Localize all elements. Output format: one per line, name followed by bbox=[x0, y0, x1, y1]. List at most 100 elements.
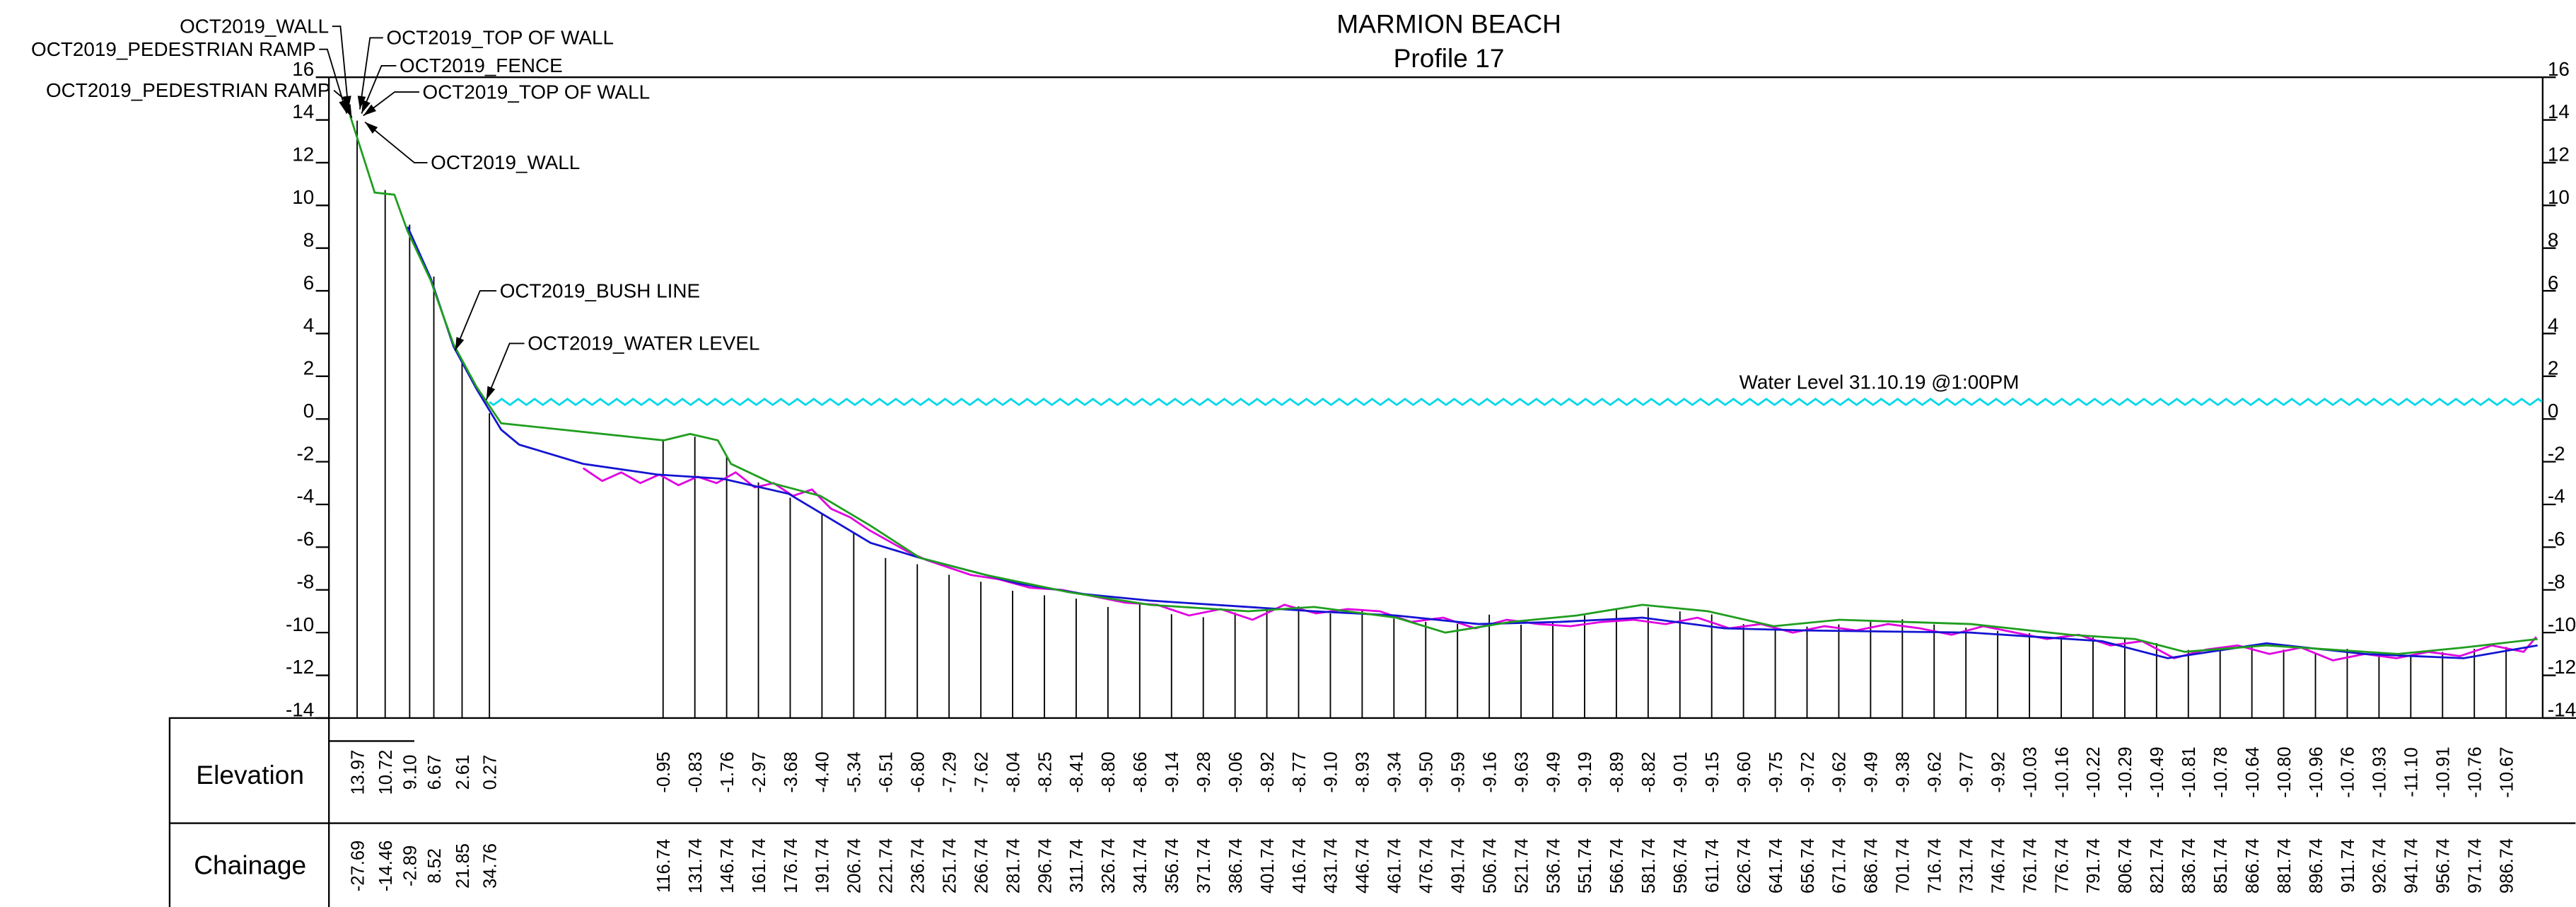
chainage-label: 941.74 bbox=[2402, 838, 2422, 894]
chainage-label: 21.85 bbox=[453, 843, 473, 889]
chainage-label: 341.74 bbox=[1131, 838, 1150, 894]
chainage-label: 611.74 bbox=[1703, 839, 1723, 893]
y-tick-label-right: 0 bbox=[2548, 400, 2559, 422]
annotation-label: OCT2019_WALL bbox=[431, 151, 580, 173]
elevation-label: -10.78 bbox=[2211, 746, 2231, 797]
chainage-label: 776.74 bbox=[2052, 838, 2072, 894]
annotation-leader bbox=[359, 37, 383, 110]
chainage-label: -27.69 bbox=[348, 840, 368, 891]
annotation-arrowhead bbox=[342, 104, 352, 118]
chainage-label: 446.74 bbox=[1353, 838, 1373, 894]
chainage-label: 536.74 bbox=[1544, 838, 1563, 894]
chainage-label: 371.74 bbox=[1194, 838, 1214, 894]
elevation-label: -9.06 bbox=[1226, 751, 1246, 792]
chainage-label: 386.74 bbox=[1226, 838, 1246, 894]
chainage-label: 221.74 bbox=[877, 838, 897, 894]
elevation-label: -9.77 bbox=[1957, 751, 1976, 792]
chainage-label: 206.74 bbox=[845, 838, 865, 894]
annotation-leader bbox=[361, 64, 397, 114]
y-tick-label: -8 bbox=[296, 570, 314, 592]
elevation-label: -10.91 bbox=[2434, 746, 2454, 797]
elevation-label: -9.10 bbox=[1322, 751, 1341, 792]
elevation-label: -8.80 bbox=[1099, 751, 1119, 792]
annotation-arrowhead bbox=[365, 122, 378, 134]
y-tick-label: -2 bbox=[296, 442, 314, 464]
row-label: Elevation bbox=[196, 760, 304, 790]
y-tick-label-right: 4 bbox=[2548, 314, 2559, 336]
chart-subtitle: Profile 17 bbox=[1394, 43, 1505, 73]
annotation-leader bbox=[319, 48, 348, 114]
elevation-label: -10.16 bbox=[2052, 746, 2072, 797]
chart-title: MARMION BEACH bbox=[1336, 8, 1561, 38]
y-tick-label: 16 bbox=[292, 58, 314, 80]
y-tick-label-right: -10 bbox=[2548, 613, 2576, 635]
chainage-label: 191.74 bbox=[813, 838, 833, 894]
chainage-label: 416.74 bbox=[1290, 838, 1310, 894]
elevation-label: -9.72 bbox=[1798, 751, 1818, 792]
chainage-label: 701.74 bbox=[1894, 838, 1913, 894]
water-level bbox=[489, 398, 2543, 406]
y-tick-label: -6 bbox=[296, 528, 314, 550]
elevation-label: -11.10 bbox=[2402, 747, 2422, 797]
y-tick-label: 14 bbox=[292, 100, 314, 122]
y-tick-label-right: -4 bbox=[2548, 485, 2565, 507]
elevation-label: 0.27 bbox=[480, 755, 500, 790]
chainage-label: 581.74 bbox=[1639, 838, 1659, 894]
chainage-label: 956.74 bbox=[2434, 838, 2454, 894]
elevation-label: -10.64 bbox=[2243, 746, 2263, 797]
y-tick-label: -10 bbox=[286, 613, 314, 635]
elevation-label: -9.49 bbox=[1862, 751, 1882, 792]
elevation-label: -10.80 bbox=[2275, 746, 2295, 797]
elevation-label: 10.72 bbox=[376, 750, 396, 795]
elevation-label: -9.28 bbox=[1194, 751, 1214, 792]
annotation-label: OCT2019_TOP OF WALL bbox=[386, 27, 614, 49]
elevation-label: -0.83 bbox=[686, 751, 706, 792]
chainage-label: 34.76 bbox=[480, 843, 500, 889]
row-label: Chainage bbox=[194, 850, 306, 880]
elevation-label: 13.97 bbox=[348, 750, 368, 795]
data-table-frame bbox=[168, 717, 2576, 907]
chainage-label: 401.74 bbox=[1258, 838, 1278, 894]
elevation-label: -9.75 bbox=[1766, 751, 1786, 792]
chainage-label: 866.74 bbox=[2243, 838, 2263, 894]
y-tick-label: -14 bbox=[286, 699, 314, 721]
elevation-label: -2.97 bbox=[750, 751, 769, 792]
chainage-label: 911.74 bbox=[2338, 839, 2358, 893]
chainage-label: 431.74 bbox=[1322, 838, 1341, 894]
chainage-label: 716.74 bbox=[1925, 838, 1945, 894]
chainage-label: 8.52 bbox=[425, 848, 445, 884]
y-tick-label-right: 10 bbox=[2548, 186, 2570, 208]
chainage-label: 476.74 bbox=[1417, 838, 1437, 894]
y-tick-label-right: 14 bbox=[2548, 100, 2570, 122]
chainage-label: 506.74 bbox=[1480, 838, 1500, 894]
elevation-label: -10.76 bbox=[2338, 746, 2358, 797]
elevation-label: -10.03 bbox=[2020, 746, 2040, 797]
elevation-label: -10.96 bbox=[2307, 746, 2326, 797]
elevation-label: -0.95 bbox=[654, 751, 674, 792]
elevation-label: -8.41 bbox=[1067, 751, 1087, 792]
annotation-arrowhead bbox=[339, 100, 347, 114]
y-tick-label-right: -12 bbox=[2548, 656, 2576, 678]
chainage-label: 641.74 bbox=[1766, 838, 1786, 894]
chainage-label: 671.74 bbox=[1830, 838, 1850, 894]
chainage-label: 146.74 bbox=[718, 838, 738, 894]
chainage-label: 986.74 bbox=[2497, 838, 2517, 894]
chainage-label: 266.74 bbox=[972, 838, 991, 894]
elevation-label: -9.34 bbox=[1385, 751, 1405, 792]
elevation-label: 9.10 bbox=[401, 755, 421, 790]
chainage-label: 356.74 bbox=[1162, 838, 1182, 894]
elevation-label: -9.15 bbox=[1703, 751, 1723, 792]
chainage-label: 491.74 bbox=[1448, 838, 1468, 894]
chainage-label: 236.74 bbox=[909, 838, 928, 894]
annotation-arrowhead bbox=[343, 96, 351, 110]
annotation-label: OCT2019_WATER LEVEL bbox=[528, 333, 759, 354]
elevation-label: -6.51 bbox=[877, 751, 897, 792]
elevation-label: -5.34 bbox=[845, 751, 865, 792]
elevation-label: -8.77 bbox=[1290, 751, 1310, 792]
y-tick-label-right: 8 bbox=[2548, 229, 2559, 250]
elevation-label: -10.49 bbox=[2147, 746, 2167, 797]
annotation-label: OCT2019_WALL bbox=[180, 15, 329, 37]
elevation-label: -9.62 bbox=[1925, 751, 1945, 792]
y-tick-label-right: 16 bbox=[2548, 58, 2570, 80]
elevation-label: -8.89 bbox=[1607, 751, 1627, 792]
